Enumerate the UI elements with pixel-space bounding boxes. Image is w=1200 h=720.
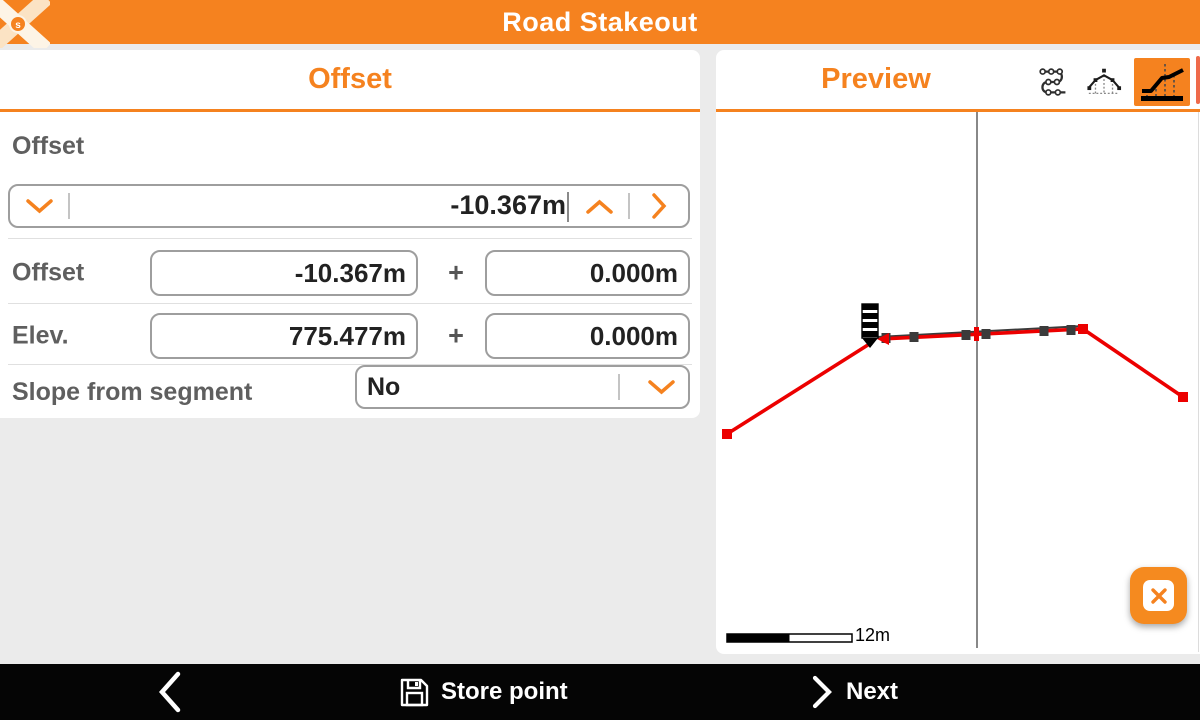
preview-view-toggle: [1036, 58, 1190, 106]
plus-sign: +: [448, 320, 464, 351]
next-chevron-icon: [812, 675, 832, 709]
offset-increase-button[interactable]: [570, 186, 628, 226]
offset-value-input[interactable]: -10.367m: [150, 250, 418, 296]
slope-dropdown[interactable]: No: [355, 365, 690, 409]
chevron-down-icon: [647, 379, 675, 394]
divider: [8, 238, 692, 239]
next-label: Next: [846, 678, 899, 705]
preview-panel-header: Preview: [716, 50, 1200, 112]
offset-panel-header: Offset: [0, 50, 700, 112]
offset-decrease-button[interactable]: [10, 186, 68, 226]
elevation-row-label: Elev.: [12, 321, 69, 350]
offset-next-button[interactable]: [630, 186, 688, 226]
offset-panel: Offset Offset -10.367m: [0, 50, 700, 418]
offset-panel-title: Offset: [308, 63, 392, 95]
chevron-up-icon: [585, 199, 613, 214]
cross-section-icon[interactable]: [1085, 63, 1123, 101]
elevation-value-input[interactable]: 775.477m: [150, 313, 418, 359]
store-point-label: Store point: [441, 678, 568, 705]
divider: [8, 303, 692, 304]
preview-section-svg: [722, 112, 1188, 648]
slope-label: Slope from segment: [12, 378, 253, 406]
back-button[interactable]: [158, 664, 182, 720]
scrollbar-thumb[interactable]: [1196, 56, 1200, 104]
offset-spinner-value[interactable]: -10.367m: [70, 190, 570, 222]
plus-sign: +: [448, 257, 464, 288]
app-bar: s Road Stakeout: [0, 0, 1200, 48]
preview-panel-title: Preview: [821, 63, 931, 95]
profile-view-icon[interactable]: [1134, 58, 1190, 106]
save-icon: [400, 678, 429, 706]
xpad-logo-icon: s: [0, 0, 50, 48]
chevron-right-icon: [651, 193, 666, 219]
next-button[interactable]: Next: [812, 664, 898, 720]
spinner-separator: [628, 193, 630, 219]
svg-text:s: s: [15, 20, 21, 31]
offset-row: Offset -10.367m + 0.000m: [0, 243, 700, 303]
store-point-button[interactable]: Store point: [398, 664, 568, 720]
spinner-separator: [68, 193, 70, 219]
offset-field-label: Offset: [12, 132, 85, 160]
back-chevron-icon: [158, 671, 181, 713]
close-icon: [1143, 580, 1174, 611]
dropdown-separator: [618, 374, 620, 400]
elevation-row: Elev. 775.477m + 0.000m: [0, 306, 700, 366]
elevation-delta-input[interactable]: 0.000m: [485, 313, 690, 359]
text-cursor: [567, 191, 569, 222]
page-title: Road Stakeout: [502, 6, 698, 37]
bottom-toolbar: Store point Next: [0, 664, 1200, 720]
close-preview-button[interactable]: [1130, 567, 1187, 624]
slope-dropdown-value: No: [367, 372, 401, 401]
offset-row-label: Offset: [12, 258, 85, 287]
chevron-down-icon: [25, 198, 53, 213]
preview-panel: Preview: [716, 50, 1200, 654]
section-preview-chart[interactable]: 12m: [716, 112, 1200, 654]
offset-spinner[interactable]: -10.367m: [8, 184, 690, 228]
scale-bar-label: 12m: [855, 625, 891, 645]
scrollbar-track: [1198, 112, 1199, 652]
route-plan-icon[interactable]: [1036, 63, 1074, 101]
offset-delta-input[interactable]: 0.000m: [485, 250, 690, 296]
divider: [8, 364, 692, 365]
